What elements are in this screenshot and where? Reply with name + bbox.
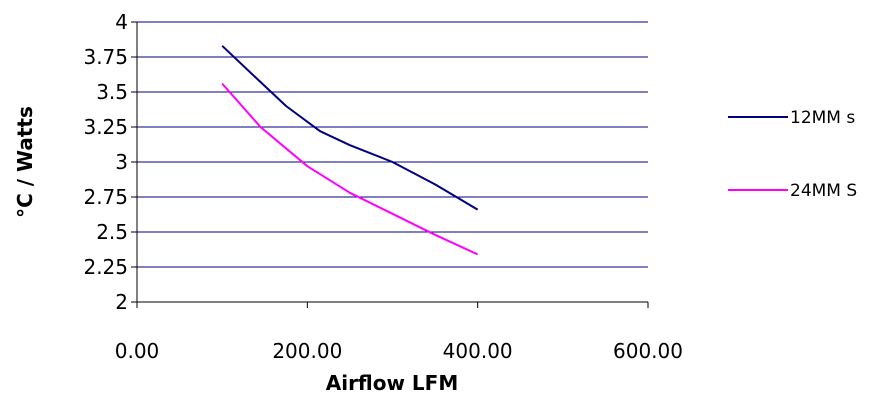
y-tick-label: 2: [115, 290, 128, 314]
y-tick-label: 2.75: [83, 185, 128, 209]
legend: 12MM s 24MM S: [728, 108, 857, 201]
y-tick-label: 2.25: [83, 255, 128, 279]
series-line: [221, 45, 479, 211]
y-tick-label: 3.5: [96, 80, 128, 104]
grid-lines: [137, 21, 648, 268]
legend-label: 12MM s: [790, 108, 855, 128]
y-tick-label: 3.25: [83, 115, 128, 139]
x-axis-ticks: 0.00 200.00 400.00 600.00: [115, 302, 683, 363]
y-tick-label: 4: [115, 10, 128, 34]
y-axis-ticks: 2 2.25 2.5 2.75 3 3.25 3.5 3.75 4: [83, 10, 137, 314]
y-tick-label: 2.5: [96, 220, 128, 244]
series-line: [221, 82, 479, 256]
y-axis-title: °C / Watts: [13, 106, 37, 218]
x-tick-label: 0.00: [115, 339, 160, 363]
series-group: [221, 45, 479, 256]
legend-label: 24MM S: [790, 181, 857, 201]
y-tick-label: 3: [115, 150, 128, 174]
x-tick-label: 400.00: [443, 339, 513, 363]
x-axis-title: Airflow LFM: [326, 371, 459, 395]
x-tick-label: 200.00: [272, 339, 342, 363]
x-tick-label: 600.00: [613, 339, 683, 363]
y-tick-label: 3.75: [83, 45, 128, 69]
